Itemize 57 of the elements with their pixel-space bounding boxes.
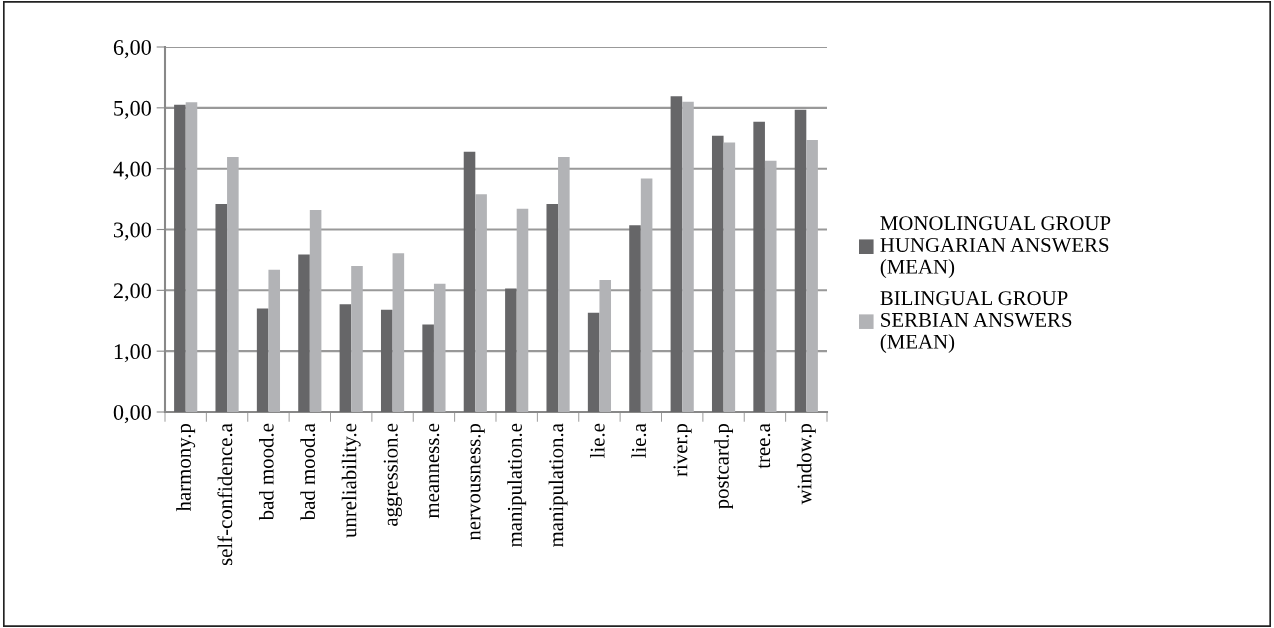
x-tick-label: manipulation.a [548,423,568,548]
legend-label: BILINGUAL GROUP SERBIAN ANSWERS (MEAN) [880,291,1072,353]
x-tick-label: bad mood.e [258,423,274,521]
x-tick-label: river.p [673,423,692,477]
legend-label: MONOLINGUAL GROUP HUNGARIAN ANSWERS (MEAN) [880,216,1111,278]
bar [546,203,559,412]
bar [640,178,653,412]
bar [380,309,393,412]
bar [433,283,446,412]
bar [174,104,186,412]
bar [711,135,724,412]
bar [392,253,405,412]
bar [227,157,239,412]
x-tick-label: tree.a [758,423,771,469]
y-tick-label: 3,00 [113,222,151,241]
y-tick-label: 4,00 [113,161,151,180]
x-tick-label: bad mood.a [300,423,316,521]
x-tick-label: manipulation.e [507,423,527,548]
x-tick-label: harmony.p [176,423,196,512]
x-tick-label: lie.a [631,423,647,458]
bar [475,194,487,412]
y-tick-label: 2,00 [113,283,151,302]
bar [682,101,694,412]
x-tick-label: window.p [796,423,816,505]
bar [309,210,322,412]
bar [505,288,517,412]
bar [558,157,570,412]
bar [599,279,612,412]
x-tick-label: self-confidence.a [217,423,233,566]
x-tick-label: meanness.e [429,423,440,519]
bar [185,102,198,412]
bar [516,208,529,412]
bar [764,160,777,412]
bar [215,203,228,412]
y-tick-label: 6,00 [113,39,151,59]
bar [351,266,363,412]
x-tick-label: lie.e [589,423,605,458]
x-tick-label: nervousness.p [470,423,485,541]
y-tick-label: 5,00 [114,100,151,119]
x-tick-label: unreliability.e [341,423,361,538]
bar [587,312,600,412]
bar [670,96,683,412]
y-tick-label: 1,00 [114,344,151,363]
bar [463,151,476,412]
bar [753,121,765,412]
bar [806,140,818,412]
bar [339,304,352,412]
x-tick-label: aggression.e [383,423,403,526]
x-tick-label: postcard.p [714,423,734,509]
bar [794,109,807,412]
bar [298,254,310,412]
bar [723,142,736,412]
bar [422,324,434,412]
bar [256,308,269,412]
y-tick-label: 0,00 [113,404,151,424]
bar [629,225,641,412]
bar [268,269,281,412]
